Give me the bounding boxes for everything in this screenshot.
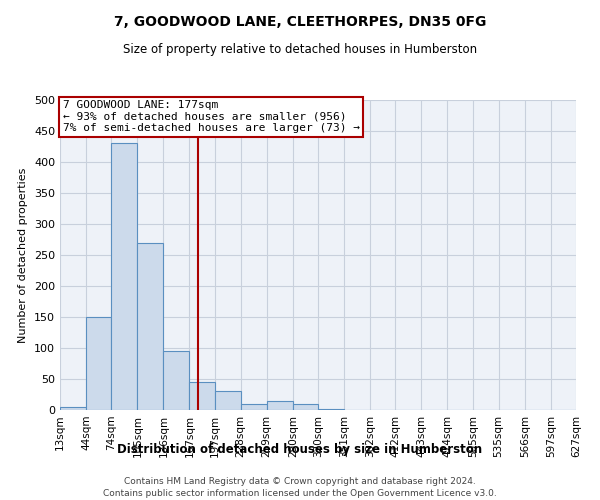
Bar (86, 317, 111, 410)
Bar (163, 351, 190, 410)
Bar (190, 382, 215, 410)
Text: 7 GOODWOOD LANE: 177sqm
← 93% of detached houses are smaller (956)
7% of semi-de: 7 GOODWOOD LANE: 177sqm ← 93% of detache… (62, 100, 359, 133)
Bar (267, 400, 293, 410)
Y-axis label: Number of detached properties: Number of detached properties (19, 168, 28, 342)
Bar (137, 242, 163, 410)
Bar (111, 144, 137, 410)
Text: Contains public sector information licensed under the Open Government Licence v3: Contains public sector information licen… (103, 489, 497, 498)
Bar (215, 392, 241, 410)
Bar (60, 407, 86, 410)
Text: 7, GOODWOOD LANE, CLEETHORPES, DN35 0FG: 7, GOODWOOD LANE, CLEETHORPES, DN35 0FG (114, 15, 486, 29)
Text: Size of property relative to detached houses in Humberston: Size of property relative to detached ho… (123, 42, 477, 56)
Text: Contains HM Land Registry data © Crown copyright and database right 2024.: Contains HM Land Registry data © Crown c… (124, 478, 476, 486)
Text: Distribution of detached houses by size in Humberston: Distribution of detached houses by size … (118, 442, 482, 456)
Bar (293, 404, 318, 410)
Bar (318, 409, 344, 410)
Bar (241, 404, 267, 410)
